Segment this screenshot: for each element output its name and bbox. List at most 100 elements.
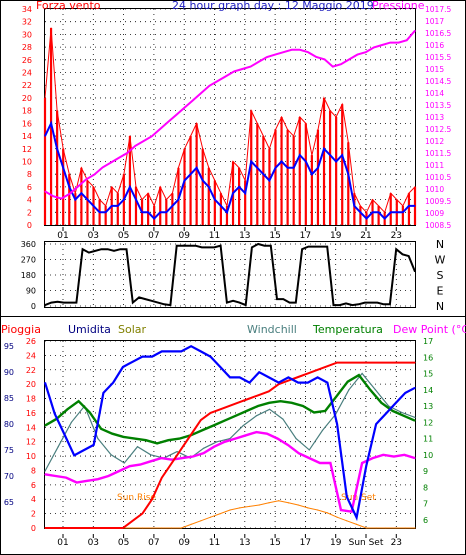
pressure-line-point [241,68,243,70]
solar-line-point [239,507,241,509]
wind-ytick-label: 28 [22,43,32,52]
wind-direction-line-point [357,303,360,305]
humidity-line-point [200,350,202,352]
wind-gust-line-point [129,135,131,137]
temp-ytick-label: 17 [423,337,433,346]
wind-gust-line-point [287,129,289,131]
wind-gust-line-point [214,179,216,182]
wind-direction-line-point [63,301,65,304]
wind-gust-line-point [341,103,343,105]
wind-xtick-label: 01 [57,231,68,241]
wind-speed-line-point [111,205,113,207]
temp-ytick-label: 11 [423,435,433,444]
wind-gust-line-point [402,205,404,207]
rain-line-point [248,397,251,400]
windchill-line-point [70,421,73,423]
wind-force-label: Forza vento [36,0,101,12]
temperature-line-point [201,429,203,432]
wind-speed-line-point [323,148,325,150]
dir-compass-label: N [436,300,444,313]
pressure-line-point [249,66,252,68]
wind-speed-line-point [244,192,246,194]
wind-direction-line-point [389,303,391,305]
wind-direction-line-point [414,270,416,273]
solar-line-point [219,513,221,515]
wind-speed-line-point [274,167,277,169]
wind-gust-line-point [147,192,149,194]
wind-direction-line-point [226,301,228,304]
solar-line-point [170,527,173,529]
wind-gust-line-point [177,167,180,169]
temperature-line-point [122,436,125,438]
wind-speed-line-point [196,167,198,169]
rain-line-point [73,527,75,529]
wind-ytick-label: 26 [22,56,32,65]
wind-speed-line-point [183,179,186,182]
wind-direction-line-point [232,300,234,302]
temp-ytick-label: 10 [423,451,433,460]
wind-xtick-label: 19 [330,231,342,241]
humidity-line-point [297,381,299,384]
humidity-line-point [180,350,182,352]
pressure-line-point [44,190,46,192]
wind-gust-line-point [396,198,398,201]
rain-label: Pioggia [1,323,41,336]
humidity-line-point [287,376,290,378]
dewpoint-line-point [44,473,46,475]
wind-ytick-label: 2 [27,208,32,217]
wind-gust-line-point [226,205,228,207]
pressure-ytick-label: 1010 [425,185,444,194]
humidity-line-point [63,433,66,436]
wind-xtick-label: 13 [239,231,250,241]
humidity-line-point [404,392,406,394]
wind-direction-line-point [201,246,203,249]
temperature-line-point [111,433,113,435]
wind-direction-line-point [301,248,303,250]
wind-direction-line-point [282,298,284,300]
hum-xtick-label: Sun Set [349,538,384,548]
dewpoint-line-point [171,459,173,461]
dewpoint-line-point [372,457,374,459]
dewpoint-line-point [308,457,310,459]
wind-direction-line-point [50,301,52,304]
windchill-line-point [269,408,271,410]
wind-gust-line-point [238,167,240,169]
humidity-line-point [229,376,231,378]
wind-direction-line-point [314,245,316,248]
pressure-line-point [192,99,194,101]
dewpoint-line-point [160,457,162,459]
rain-line-point [414,361,416,364]
pressure-line [44,29,416,200]
pressure-ytick-label: 1015.5 [425,53,451,62]
solar-line-point [365,527,367,529]
wind-ytick-label: 4 [27,196,32,205]
rain-ytick-label: 22 [26,366,36,375]
wind-ytick-label: 20 [22,94,32,103]
dewpoint-line-point [202,452,205,454]
solar-line-point [180,527,182,529]
temp-ytick-label: 16 [423,353,433,362]
temperature-line-point [223,420,225,422]
wind-direction-line-point [94,250,96,252]
rain-line-point [141,513,143,515]
humidity-line-point [93,444,95,446]
solar-line-point [278,500,280,502]
rain-line-point [336,361,338,364]
rain-line-point [317,369,319,371]
wind-ytick-label: 22 [22,81,32,90]
temperature-line-point [324,410,326,412]
hum-xtick-label: 15 [269,538,280,548]
wind-gust-line-point [384,211,386,213]
pressure-line-point [397,42,400,44]
windchill-line-point [308,449,310,451]
wind-speed-line-point [141,211,143,213]
humidity-line-point [44,381,46,384]
rain-ytick-label: 4 [31,495,36,504]
pressure-line-point [315,56,317,58]
panel-humidity-frame [44,340,416,529]
temperature-line-point [66,408,69,410]
wind-gust-line-point [250,110,252,112]
wind-gust-line-point [317,129,319,131]
